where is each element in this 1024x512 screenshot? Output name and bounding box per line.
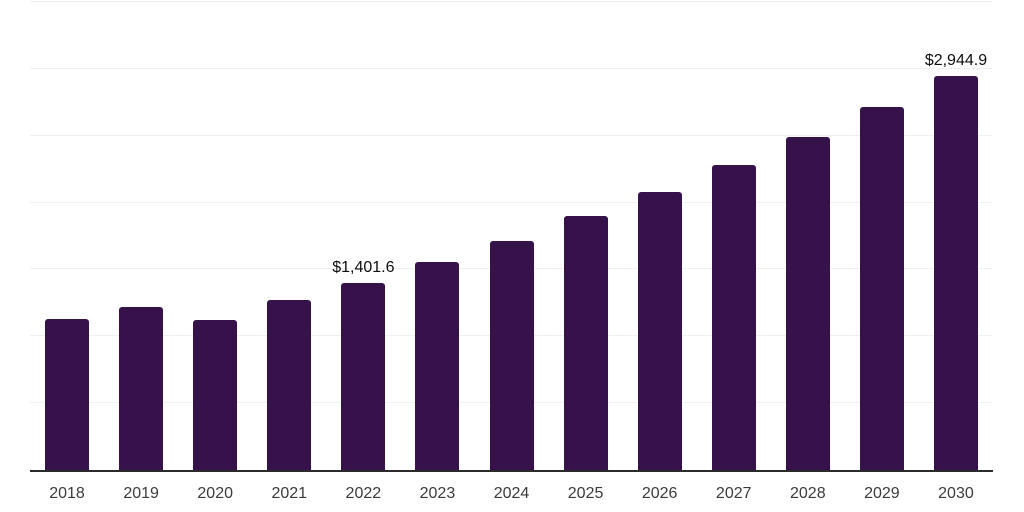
x-tick-2021: 2021: [271, 485, 308, 502]
bar-2025: [563, 215, 608, 470]
x-tick-2027: 2027: [715, 485, 752, 502]
x-tick-2023: 2023: [419, 485, 456, 502]
bar-2030: [933, 76, 978, 470]
plot-area: $1,401.6 $2,944.9: [30, 1, 993, 472]
bar-2022: [341, 282, 386, 470]
bar-2028: [785, 136, 830, 470]
x-tick-2019: 2019: [123, 485, 159, 502]
bar-2019: [119, 306, 164, 470]
gridline-2500: [30, 134, 993, 136]
gridline-2000: [30, 201, 993, 203]
bar-2023: [415, 262, 460, 470]
bar-2021: [267, 300, 312, 470]
bar-2026: [637, 191, 682, 470]
gridline-3500: [30, 1, 993, 2]
x-tick-2025: 2025: [567, 485, 604, 502]
bar-2020: [193, 319, 238, 470]
x-axis: 2018 2019 2020 2021 2022 2023 2024 2025 2026 2027…: [0, 484, 1024, 506]
x-tick-2030: 2030: [938, 485, 974, 502]
bar-2029: [859, 106, 904, 470]
value-label-2022: $1,401.6: [332, 258, 395, 276]
bar-2024: [489, 241, 534, 470]
gridline-3000: [30, 67, 993, 69]
x-tick-2018: 2018: [49, 485, 85, 502]
x-tick-2029: 2029: [864, 485, 900, 502]
bar-2027: [711, 165, 756, 470]
x-tick-2024: 2024: [493, 485, 530, 502]
value-label-2030: $2,944.9: [924, 52, 988, 70]
x-tick-2028: 2028: [790, 485, 826, 502]
x-tick-2020: 2020: [197, 485, 233, 502]
x-tick-2026: 2026: [641, 485, 678, 502]
bar-2018: [45, 318, 90, 470]
x-tick-2022: 2022: [345, 485, 382, 502]
